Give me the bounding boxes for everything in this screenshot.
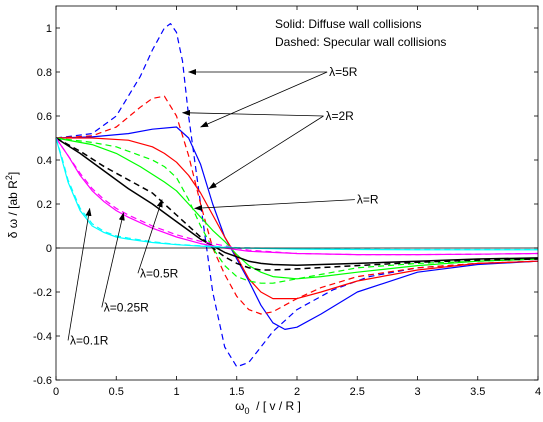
x-tick-label: 0 (53, 386, 59, 398)
annotation-arrow (137, 199, 163, 274)
y-label-sup: 2 (4, 175, 14, 180)
y-tick-label: -0.6 (33, 375, 52, 387)
x-tick-label: 1.5 (229, 386, 244, 398)
y-label-end: ] (6, 172, 20, 175)
x-label-main: ω (235, 399, 244, 413)
x-tick-label: 2 (294, 386, 300, 398)
legend-line-2: Dashed: Specular wall collisions (275, 35, 446, 49)
x-tick-label: 3.5 (470, 386, 485, 398)
legend-line-1: Solid: Diffuse wall collisions (275, 17, 422, 31)
annotation-label: λ=2R (326, 109, 355, 123)
series-line-2 (56, 137, 539, 300)
annotation-label: λ=0.25R (104, 300, 149, 314)
tick-layer: 0 0.5 1 1.5 2 2.5 3 3.5 4 -0.6 -0.4 -0.2 0 0.2 0.4 0.6 0… (33, 6, 541, 398)
x-tick-label: 2.5 (350, 386, 365, 398)
annotation-arrow (182, 109, 324, 117)
annotation-arrow (194, 199, 355, 211)
series-line-3 (55, 95, 539, 315)
axes-box (55, 5, 539, 381)
x-tick-label: 1 (173, 386, 179, 398)
annotation-arrow (208, 115, 324, 189)
y-tick-label: -0.2 (33, 287, 52, 299)
y-tick-label: 0.6 (37, 111, 52, 123)
y-tick-label: 0.4 (37, 155, 52, 167)
series-line-9 (55, 137, 539, 256)
series-line-5 (55, 137, 539, 284)
x-label-rest: / [ v / R ] (250, 399, 301, 413)
annotation-label: λ=0.1R (70, 333, 109, 347)
annotation-label: λ=5R (329, 65, 358, 79)
y-axis-label: δ ω / [ab R2] (4, 172, 20, 238)
series-line-11 (55, 137, 538, 251)
x-label-sub: 0 (245, 406, 250, 416)
x-tick-label: 0.5 (109, 386, 124, 398)
series-line-1 (55, 23, 539, 368)
series-line-8 (55, 137, 539, 256)
y-tick-label: 1 (46, 23, 52, 35)
annotation-arrow (200, 71, 328, 128)
series-line-0 (55, 126, 539, 330)
annotation-label: λ=0.5R (140, 266, 179, 280)
y-tick-label: 0 (46, 243, 52, 255)
annotation-arrow (67, 207, 92, 341)
x-tick-label: 3 (414, 386, 420, 398)
series-line-10 (55, 137, 538, 251)
annotation-label: λ=R (357, 193, 379, 207)
annotation-layer: λ=5R λ=2R λ=R λ=0.5R λ=0.25R λ=0.1R (67, 65, 379, 347)
y-label-main: δ ω / [ab R (6, 180, 20, 238)
y-tick-label: -0.4 (33, 331, 52, 343)
y-tick-label: 0.8 (37, 67, 52, 79)
series-line-6 (55, 137, 539, 266)
annotation-arrow (101, 212, 125, 308)
series-line-4 (55, 137, 539, 280)
series-line-7 (55, 137, 539, 271)
series-layer (55, 23, 539, 368)
x-axis-label: ω0 / [ v / R ] (235, 399, 301, 416)
y-tick-label: 0.2 (37, 199, 52, 211)
x-tick-label: 4 (535, 386, 541, 398)
